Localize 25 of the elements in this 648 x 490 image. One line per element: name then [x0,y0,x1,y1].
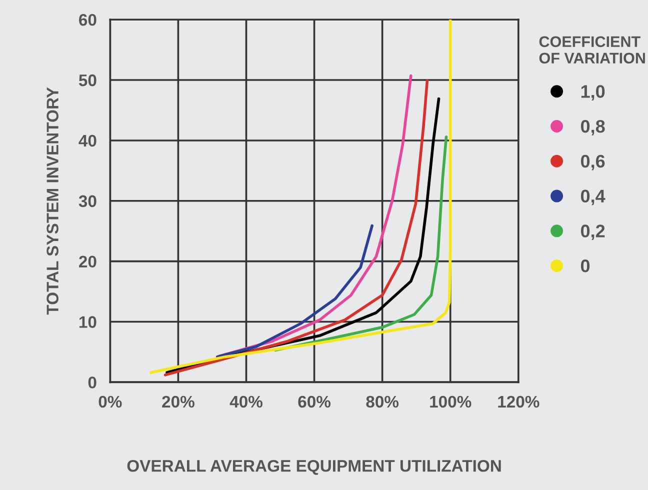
y-tick-label: 60 [79,14,96,26]
legend-label: 0,8 [580,120,605,136]
legend-label: 1,0 [581,85,605,100]
x-tick-label: 120% [498,396,540,408]
legend-title: COEFFICIENT OF VARIATION [539,36,645,64]
y-tick-label: 40 [78,134,96,147]
y-tick-label: 20 [79,256,96,268]
y-axis-title: TOTAL SYSTEM INVENTORY [46,87,58,315]
x-tick-label: 40% [230,396,262,408]
x-tick-label: 0% [98,396,122,408]
y-tick-label: 30 [78,195,96,208]
legend-label: 0 [580,260,590,272]
x-tick-label: 60% [298,396,331,408]
line-series [216,224,374,358]
x-axis-title: OVERALL AVERAGE EQUIPMENT UTILIZATION [127,460,501,475]
legend-label: 0,6 [580,154,605,170]
x-tick-label: 100% [430,396,472,408]
line-series [150,20,452,374]
x-tick-label: 20% [162,396,194,408]
x-tick-label: 80% [366,396,399,408]
y-tick-label: 10 [79,316,96,328]
y-tick-label: 0 [88,376,96,388]
legend-label: 0,4 [580,190,606,206]
legend-label: 0,2 [580,224,605,240]
y-tick-label: 50 [78,74,96,86]
